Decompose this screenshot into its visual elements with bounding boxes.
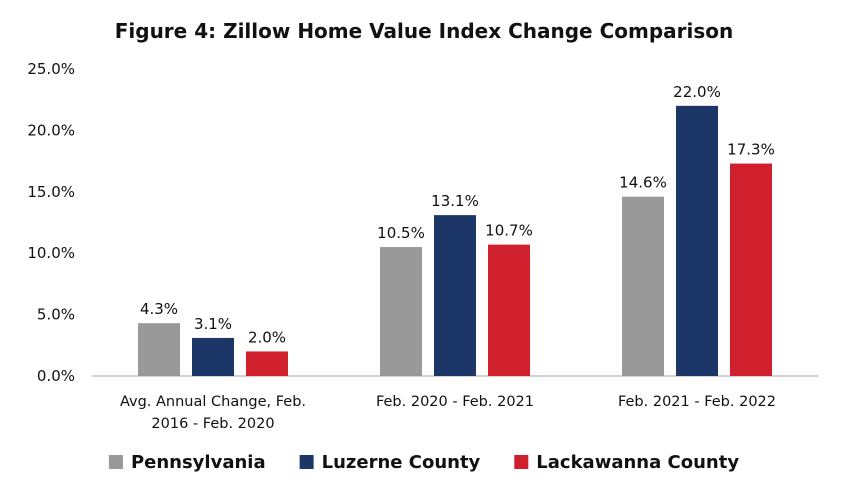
bar-lackawanna-county bbox=[246, 351, 288, 376]
legend-label: Pennsylvania bbox=[131, 452, 266, 473]
data-label: 13.1% bbox=[431, 192, 479, 210]
x-tick-label: Avg. Annual Change, Feb. bbox=[120, 394, 306, 410]
y-tick-label: 0.0% bbox=[37, 367, 75, 385]
bar-luzerne-county bbox=[192, 337, 234, 376]
legend-swatch bbox=[299, 455, 314, 469]
y-tick-label: 20.0% bbox=[27, 121, 75, 139]
legend-item-lackawanna-county: Lackawanna County bbox=[514, 452, 739, 473]
bar-luzerne-county bbox=[434, 215, 476, 376]
data-label: 10.5% bbox=[377, 224, 425, 242]
legend-swatch bbox=[514, 455, 529, 469]
y-tick-label: 25.0% bbox=[27, 60, 75, 78]
data-label: 3.1% bbox=[194, 315, 232, 333]
data-label: 22.0% bbox=[673, 83, 721, 101]
bar-lackawanna-county bbox=[488, 244, 530, 376]
bar-lackawanna-county bbox=[730, 163, 772, 376]
legend-item-luzerne-county: Luzerne County bbox=[299, 452, 481, 473]
legend-swatch bbox=[108, 455, 123, 469]
x-tick-label: Feb. 2021 - Feb. 2022 bbox=[618, 394, 776, 410]
data-label: 2.0% bbox=[248, 328, 286, 346]
data-label: 4.3% bbox=[140, 300, 178, 318]
data-label: 14.6% bbox=[619, 174, 667, 192]
bar-luzerne-county bbox=[676, 105, 718, 376]
x-axis: Avg. Annual Change, Feb. 2016 - Feb. 2020… bbox=[120, 394, 776, 432]
bar-pennsylvania bbox=[380, 247, 422, 376]
bars: 4.3% 3.1% 2.0% 10.5% 13.1% 10.7% 14.6% 22.0% 17.… bbox=[138, 83, 775, 376]
data-label: 10.7% bbox=[485, 222, 533, 240]
data-label: 17.3% bbox=[727, 141, 775, 159]
y-tick-label: 10.0% bbox=[27, 244, 75, 262]
legend-label: Lackawanna County bbox=[536, 452, 739, 473]
chart-title: Figure 4: Zillow Home Value Index Change… bbox=[115, 19, 734, 43]
x-tick-label: 2016 - Feb. 2020 bbox=[151, 416, 274, 432]
bar-pennsylvania bbox=[622, 196, 664, 376]
bar-pennsylvania bbox=[138, 323, 180, 376]
x-tick-label: Feb. 2020 - Feb. 2021 bbox=[376, 394, 534, 410]
y-axis: 0.0% 5.0% 10.0% 15.0% 20.0% 25.0% bbox=[27, 60, 75, 385]
y-tick-label: 5.0% bbox=[37, 306, 75, 324]
y-tick-label: 15.0% bbox=[27, 183, 75, 201]
legend-label: Luzerne County bbox=[322, 452, 481, 473]
legend: Pennsylvania Luzerne County Lackawanna Cou… bbox=[108, 452, 739, 473]
legend-item-pennsylvania: Pennsylvania bbox=[108, 452, 266, 473]
